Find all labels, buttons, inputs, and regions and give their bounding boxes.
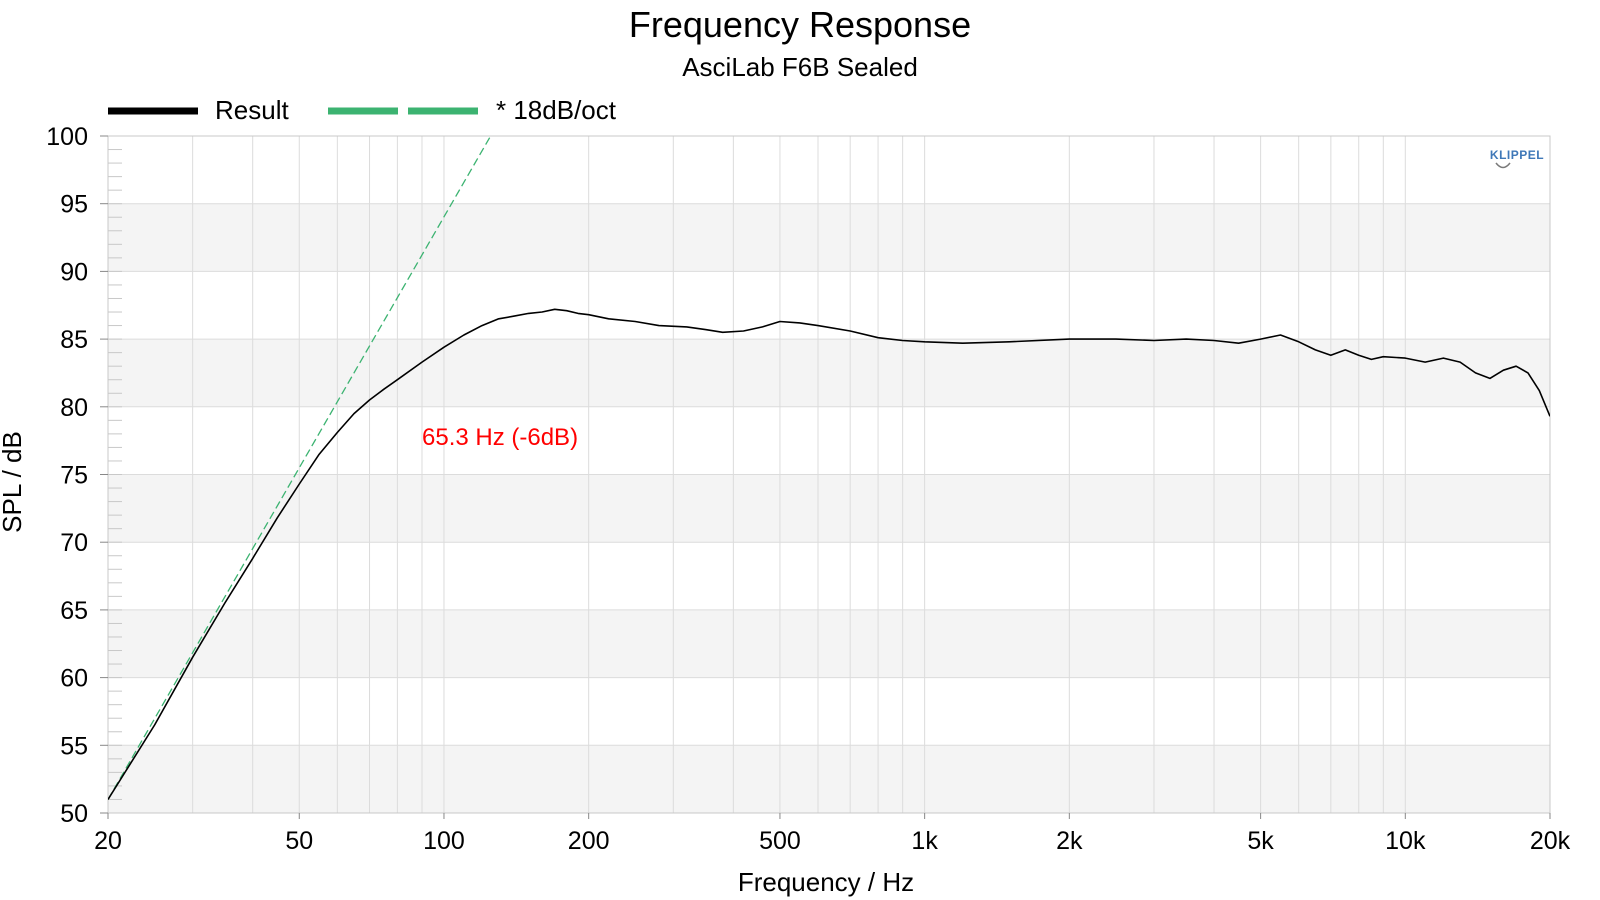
plot-band <box>108 542 1550 610</box>
x-tick-label: 500 <box>759 827 801 855</box>
plot-band <box>108 203 1550 272</box>
y-tick-label: 50 <box>60 800 88 828</box>
x-tick-label: 10k <box>1385 827 1426 855</box>
x-tick-label: 5k <box>1247 827 1274 855</box>
legend-label-18db-oct: * 18dB/oct <box>496 95 617 125</box>
plot-band <box>108 677 1550 746</box>
x-tick-label: 20k <box>1530 827 1571 855</box>
plot-band <box>108 474 1550 543</box>
plot-band <box>108 406 1550 475</box>
y-tick-label: 90 <box>60 258 88 286</box>
y-tick-label: 55 <box>60 732 88 760</box>
series-layer <box>108 136 1550 800</box>
x-axis-ticks: 20 50 100 200 500 1k 2k 5k 10k 20k <box>94 813 1571 855</box>
klippel-logo: KLIPPEL <box>1490 148 1544 169</box>
x-tick-label: 2k <box>1056 827 1083 855</box>
y-minor-ticks <box>108 135 122 814</box>
klippel-logo-text: KLIPPEL <box>1490 148 1544 162</box>
plot-bands <box>108 136 1550 813</box>
series-result-line <box>108 308 1550 800</box>
y-tick-label: 85 <box>60 326 88 354</box>
x-axis-label: Frequency / Hz <box>738 867 914 897</box>
chart-subtitle: AsciLab F6B Sealed <box>682 52 918 82</box>
legend: Result * 18dB/oct <box>108 95 617 125</box>
y-tick-label: 70 <box>60 529 88 557</box>
y-tick-label: 60 <box>60 665 88 693</box>
plot-band <box>108 745 1550 813</box>
x-tick-label: 50 <box>285 827 313 855</box>
x-tick-label: 100 <box>423 827 465 855</box>
y-tick-label: 65 <box>60 597 88 625</box>
plot-band <box>108 609 1550 678</box>
x-tick-label: 1k <box>911 827 938 855</box>
y-tick-label: 100 <box>46 123 88 151</box>
y-tick-label: 75 <box>60 462 88 490</box>
y-axis-ticks: 100 95 90 85 80 75 70 65 60 55 50 <box>46 123 108 828</box>
series-18db-oct-line <box>108 136 492 800</box>
plot-band <box>108 339 1550 407</box>
y-tick-label: 95 <box>60 191 88 219</box>
y-tick-label: 80 <box>60 394 88 422</box>
x-tick-label: 200 <box>568 827 610 855</box>
klippel-logo-swoosh <box>1495 162 1511 169</box>
legend-label-result: Result <box>215 95 289 125</box>
chart-title: Frequency Response <box>629 4 971 45</box>
x-tick-label: 20 <box>94 827 122 855</box>
plot-band <box>108 136 1550 204</box>
plot-band <box>108 271 1550 340</box>
cutoff-annotation: 65.3 Hz (-6dB) <box>422 424 578 451</box>
y-axis-label: SPL / dB <box>0 431 27 533</box>
